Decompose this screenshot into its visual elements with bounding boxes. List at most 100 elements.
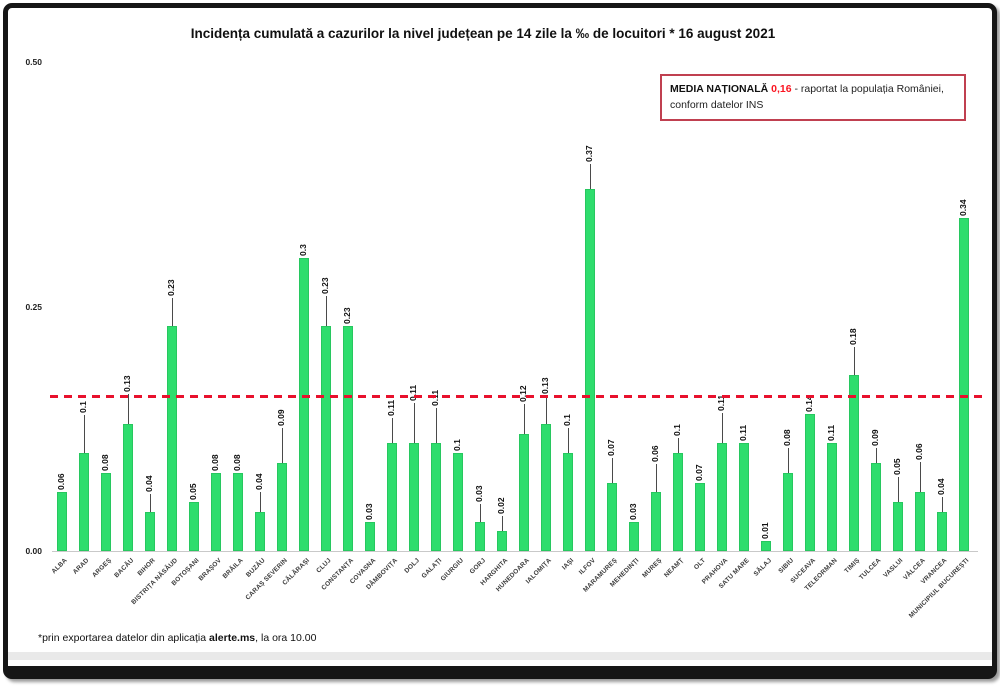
value-label-leader-line: [128, 394, 129, 424]
county-name-text: BRAȘOV: [197, 557, 223, 583]
national-average-annotation: MEDIA NAȚIONALĂ 0,16 - raportat la popul…: [660, 74, 966, 121]
county-name-text: ARAD: [72, 557, 91, 576]
bar: [79, 453, 89, 551]
value-label-leader-line: [172, 298, 173, 326]
bar: [299, 258, 309, 551]
footnote-suffix: , la ora 10.00: [255, 632, 317, 644]
bar: [189, 502, 199, 551]
county-name-text: TULCEA: [858, 557, 883, 582]
county-name-text: BIHOR: [136, 557, 157, 578]
value-label-leader-line: [282, 428, 283, 463]
bar: [805, 414, 815, 551]
footnote-app-name: alerte.ms: [209, 632, 256, 644]
bar-value-text: 0.07: [694, 464, 704, 481]
bar-value-text: 0.09: [870, 429, 880, 446]
county-name-text: SĂLAJ: [752, 557, 773, 578]
value-label-leader-line: [568, 428, 569, 453]
bar: [343, 326, 353, 551]
chart-frame: Incidența cumulată a cazurilor la nivel …: [3, 3, 997, 679]
bar-value-text: 0.23: [166, 279, 176, 296]
county-name-text: ILFOV: [577, 557, 597, 577]
bar: [497, 531, 507, 551]
bar-value-text: 0.03: [628, 503, 638, 520]
value-label-leader-line: [150, 494, 151, 512]
county-name-text: SIBIU: [777, 557, 795, 575]
value-label-leader-line: [854, 347, 855, 375]
bar-value-text: 0.12: [518, 385, 528, 402]
bar: [277, 463, 287, 551]
footnote: *prin exportarea datelor din aplicația a…: [38, 632, 316, 644]
bar-value-text: 0.3: [298, 244, 308, 256]
chart-canvas: Incidența cumulată a cazurilor la nivel …: [8, 8, 992, 666]
value-label-leader-line: [326, 296, 327, 326]
bar: [365, 522, 375, 551]
bar-value-text: 0.09: [276, 409, 286, 426]
bar: [167, 326, 177, 551]
value-label-leader-line: [436, 408, 437, 443]
bar: [101, 473, 111, 551]
bar-value-text: 0.04: [254, 473, 264, 490]
y-axis-tick-label: 0.25: [25, 301, 42, 312]
bar: [827, 443, 837, 551]
county-name-text: CLUJ: [315, 557, 333, 575]
bar: [123, 424, 133, 551]
y-axis-tick-label: 0.50: [25, 57, 42, 67]
bar-value-text: 0.11: [386, 399, 396, 416]
bar: [409, 443, 419, 551]
bar: [519, 434, 529, 551]
national-average-reference-line: [50, 395, 982, 398]
value-label-leader-line: [590, 164, 591, 189]
bar-value-text: 0.23: [342, 307, 352, 324]
bar-value-text: 0.06: [914, 443, 924, 460]
bar-value-text: 0.06: [56, 473, 66, 490]
county-name-text: ARGEȘ: [90, 557, 113, 580]
county-name-text: DOLJ: [403, 557, 421, 575]
bar-value-text: 0.18: [848, 328, 858, 345]
bar-value-text: 0.08: [100, 454, 110, 471]
bar-chart-plot-area: 0.50 0.25 0.00 0.06 ALBA 0.1 ARAD 0.08 ARGEȘ 0.13…: [8, 8, 992, 666]
bar: [893, 502, 903, 551]
bar: [739, 443, 749, 551]
bar: [387, 443, 397, 551]
bar-value-text: 0.02: [496, 497, 506, 514]
bottom-gray-strip: [8, 652, 992, 660]
bar-value-text: 0.34: [958, 199, 968, 216]
bar-value-text: 0.1: [452, 439, 462, 451]
bar-value-text: 0.37: [584, 145, 594, 162]
value-label-leader-line: [392, 418, 393, 443]
bar-value-text: 0.07: [606, 439, 616, 456]
bar: [145, 512, 155, 551]
bar-value-text: 0.23: [320, 277, 330, 294]
bar: [57, 492, 67, 551]
bar-value-text: 0.13: [540, 377, 550, 394]
bar: [959, 218, 969, 551]
bar-value-text: 0.01: [760, 522, 770, 539]
county-name-text: OLT: [692, 557, 707, 572]
bar-value-text: 0.11: [826, 424, 836, 441]
bar: [761, 541, 771, 551]
bar-value-text: 0.1: [672, 424, 682, 436]
value-label-leader-line: [722, 413, 723, 443]
x-axis-line: [52, 551, 978, 552]
county-name-text: TIMIȘ: [843, 557, 861, 575]
bar: [233, 473, 243, 551]
bar-value-text: 0.11: [738, 424, 748, 441]
annotation-value: 0,16: [771, 83, 792, 95]
bar: [915, 492, 925, 551]
bar: [541, 424, 551, 551]
bar: [629, 522, 639, 551]
bar: [871, 463, 881, 551]
county-name-text: NEAMȚ: [662, 557, 685, 579]
value-label-leader-line: [656, 464, 657, 492]
bar: [475, 522, 485, 551]
value-label-leader-line: [546, 396, 547, 424]
value-label-leader-line: [678, 438, 679, 453]
bar-value-text: 0.08: [782, 429, 792, 446]
bar: [255, 512, 265, 551]
annotation-label: MEDIA NAȚIONALĂ: [670, 83, 769, 95]
value-label-leader-line: [502, 516, 503, 531]
bar: [321, 326, 331, 551]
bar: [453, 453, 463, 551]
county-name-text: GORJ: [468, 557, 487, 576]
bar: [673, 453, 683, 551]
